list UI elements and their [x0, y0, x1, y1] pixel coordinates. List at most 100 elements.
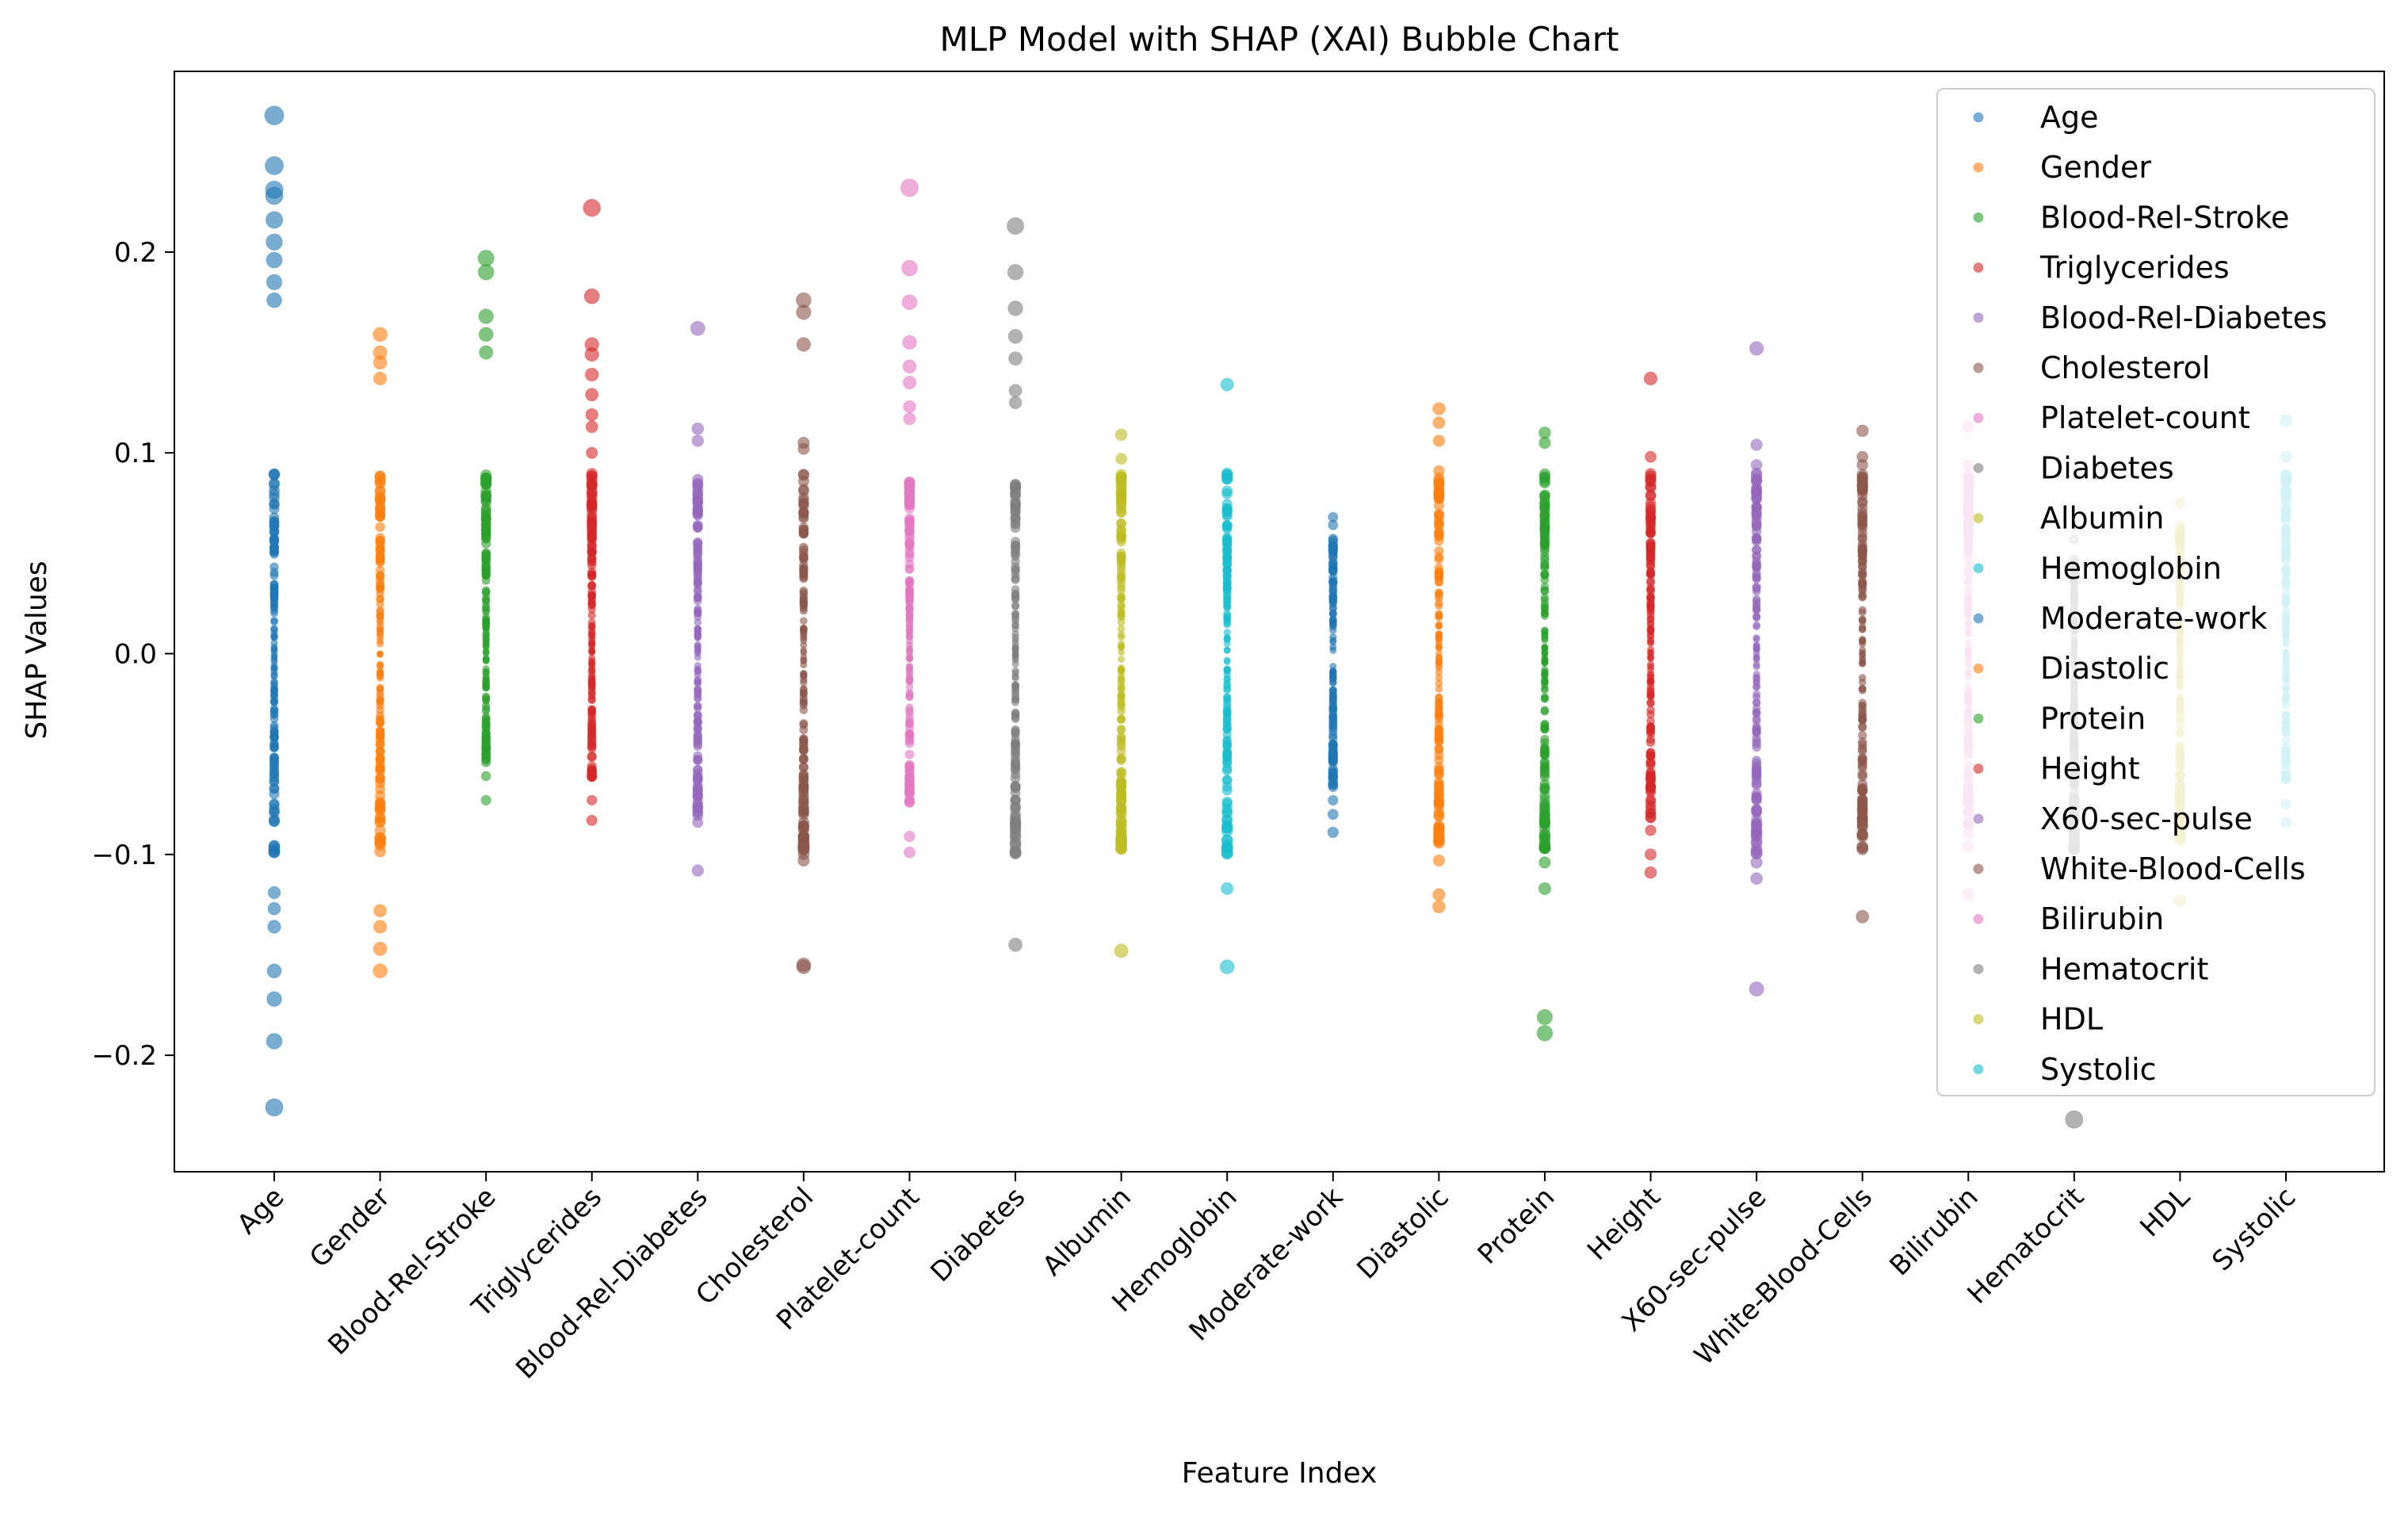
data-point: [586, 446, 598, 459]
legend-label: Hemoglobin: [2040, 551, 2222, 586]
data-point: [1223, 610, 1232, 618]
data-point: [1116, 756, 1126, 766]
legend-label: X60-sec-pulse: [2040, 801, 2253, 836]
data-point: [1856, 469, 1868, 480]
data-point: [376, 694, 384, 704]
data-point: [905, 668, 914, 676]
data-point: [269, 776, 280, 787]
data-point: [900, 178, 919, 197]
legend-marker: [1973, 412, 1984, 423]
data-point: [1221, 506, 1233, 517]
data-point: [1327, 826, 1340, 839]
data-point: [269, 562, 279, 572]
data-point: [1115, 485, 1127, 497]
data-point: [1008, 396, 1022, 410]
data-point: [694, 686, 702, 694]
data-point: [1117, 630, 1126, 639]
legend-label: Blood-Rel-Stroke: [2040, 200, 2289, 235]
data-point: [1539, 767, 1550, 777]
data-point: [693, 769, 703, 779]
data-point: [265, 211, 284, 229]
data-point: [375, 553, 385, 564]
data-point: [1646, 592, 1655, 602]
data-point: [901, 259, 918, 277]
data-point: [1328, 519, 1339, 530]
data-point: [1007, 216, 1025, 235]
data-point: [904, 541, 915, 552]
data-point: [1117, 699, 1126, 709]
data-point: [692, 496, 704, 507]
data-point: [1328, 724, 1338, 733]
data-point: [800, 656, 808, 664]
data-point: [1219, 959, 1235, 974]
data-point: [1434, 554, 1444, 564]
data-point: [375, 728, 385, 737]
data-point: [587, 555, 597, 565]
data-point: [1117, 586, 1126, 595]
data-point: [375, 572, 385, 581]
y-axis-label: SHAP Values: [21, 560, 53, 739]
data-point: [692, 477, 704, 489]
data-point: [798, 507, 809, 519]
data-point: [1433, 508, 1445, 519]
data-point: [1539, 784, 1550, 795]
data-point: [693, 735, 703, 744]
data-point: [1433, 465, 1445, 477]
data-point: [1221, 473, 1233, 485]
data-point: [269, 571, 279, 580]
data-point: [904, 492, 915, 503]
data-point: [799, 588, 808, 597]
data-point: [1221, 763, 1233, 774]
legend-marker: [1973, 863, 1984, 874]
data-point: [798, 762, 809, 772]
data-point: [482, 679, 491, 688]
data-point: [1011, 729, 1020, 739]
data-point: [375, 545, 385, 555]
legend-marker: [1973, 1064, 1984, 1075]
data-point: [587, 751, 597, 761]
data-point: [1221, 522, 1233, 533]
data-point: [477, 264, 495, 281]
data-point: [588, 648, 596, 656]
data-point: [1435, 602, 1443, 610]
data-point: [584, 367, 599, 382]
data-point: [797, 854, 810, 867]
data-point: [694, 618, 702, 626]
data-point: [1435, 698, 1443, 708]
data-point: [585, 407, 598, 422]
legend-item-moderate-work: Moderate-work: [1973, 601, 2267, 636]
data-point: [1011, 660, 1019, 668]
data-point: [1751, 820, 1763, 832]
data-point: [799, 735, 808, 745]
data-point: [1750, 438, 1763, 451]
data-point: [1645, 796, 1657, 807]
data-point: [587, 627, 596, 636]
data-point: [480, 794, 491, 806]
data-point: [1752, 596, 1761, 606]
data-point: [1538, 856, 1551, 869]
data-point: [1540, 560, 1550, 569]
data-point: [904, 718, 915, 729]
data-point: [480, 478, 492, 490]
data-point: [1435, 664, 1443, 671]
data-point: [1223, 656, 1231, 664]
data-point: [905, 703, 914, 712]
y-tick-label: 0.0: [114, 639, 157, 671]
data-point: [1644, 866, 1657, 879]
data-point: [1221, 814, 1233, 826]
data-point: [798, 744, 808, 755]
data-point: [373, 963, 388, 979]
data-point: [1541, 678, 1549, 687]
data-point: [1008, 384, 1022, 398]
data-point: [1751, 775, 1762, 786]
data-point: [1435, 612, 1443, 621]
x-axis-label: Feature Index: [1182, 1457, 1378, 1490]
data-point: [478, 308, 494, 324]
data-point: [1538, 828, 1551, 840]
data-point: [796, 304, 812, 320]
data-point: [1328, 713, 1338, 722]
data-point: [1011, 610, 1020, 618]
data-point: [904, 749, 915, 759]
data-point: [1115, 842, 1128, 855]
